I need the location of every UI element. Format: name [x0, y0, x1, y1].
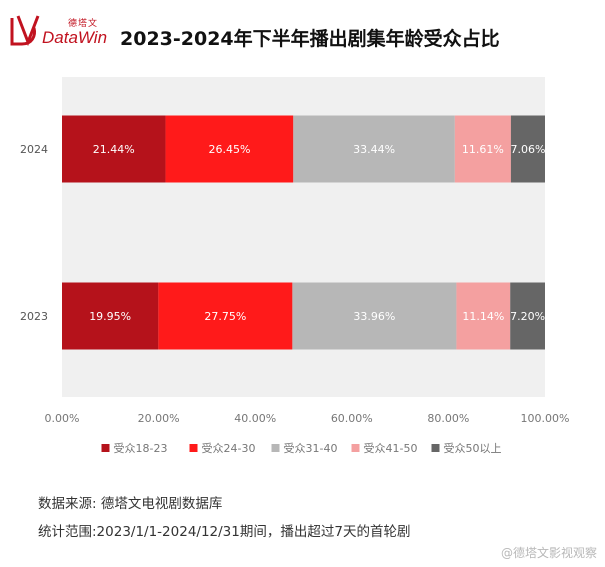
legend-item-受众24-30: 受众24-30 [189, 442, 256, 455]
legend-swatch [271, 444, 280, 452]
data-label-2024-受众24-30: 26.45% [208, 143, 250, 156]
legend-swatch [101, 444, 110, 452]
category-label-2023: 2023 [20, 310, 48, 323]
bar-segment-2023-受众41-50 [456, 282, 511, 350]
statistics-range-note: 统计范围:2023/1/1-2024/12/31期间，播出超过7天的首轮剧 [38, 524, 411, 540]
bar-segment-2023-受众24-30 [158, 282, 293, 350]
bar-segment-2024-受众41-50 [454, 115, 511, 183]
x-tick-label: 0.00% [45, 412, 80, 425]
x-tick-label: 20.00% [138, 412, 180, 425]
data-label-2023-受众24-30: 27.75% [204, 310, 246, 323]
bar-segment-2024-受众50以上 [510, 115, 545, 183]
data-label-2024-受众18-23: 21.44% [93, 143, 135, 156]
datawin-logo-icon [10, 15, 40, 47]
data-label-2023-受众31-40: 33.96% [353, 310, 395, 323]
data-label-2023-受众50以上: 7.20% [510, 310, 545, 323]
datawin-logo: 德塔文 DataWin [8, 10, 118, 50]
data-label-2023-受众41-50: 11.14% [462, 310, 504, 323]
x-tick-label: 80.00% [427, 412, 469, 425]
legend-label: 受众24-30 [202, 442, 256, 455]
category-label-2024: 2024 [20, 143, 48, 156]
data-label-2024-受众41-50: 11.61% [462, 143, 504, 156]
bar-segment-2024-受众24-30 [165, 115, 294, 183]
legend-swatch [351, 444, 360, 452]
x-tick-label: 60.00% [331, 412, 373, 425]
data-label-2024-受众31-40: 33.44% [353, 143, 395, 156]
stacked-bar-chart: 21.44% 26.45% 33.44% 11.61% 7.06% 19.95% 27.75… [20, 77, 570, 455]
chart-title: 2023-2024年下半年播出剧集年龄受众占比 [120, 28, 500, 50]
bar-segment-2023-受众18-23 [62, 282, 159, 350]
logo-chinese-text: 德塔文 [68, 19, 99, 29]
data-label-2024-受众50以上: 7.06% [510, 143, 545, 156]
x-tick-label: 40.00% [234, 412, 276, 425]
data-label-2023-受众18-23: 19.95% [89, 310, 131, 323]
bar-segment-2024-受众31-40 [293, 115, 455, 183]
bar-segment-2023-受众31-40 [292, 282, 457, 350]
legend-item-受众18-23: 受众18-23 [101, 442, 168, 455]
weibo-watermark: @德塔文影视观察 [500, 546, 597, 560]
legend-swatch [431, 444, 440, 452]
legend-item-受众50以上: 受众50以上 [431, 442, 502, 455]
x-tick-label: 100.00% [521, 412, 570, 425]
legend-swatch [189, 444, 198, 452]
bar-segment-2023-受众50以上 [510, 282, 545, 350]
legend-label: 受众50以上 [444, 442, 502, 455]
logo-english-text: DataWin [42, 28, 108, 47]
bar-segment-2024-受众18-23 [62, 115, 166, 183]
data-source-note: 数据来源: 德塔文电视剧数据库 [38, 496, 223, 512]
legend-item-受众31-40: 受众31-40 [271, 442, 338, 455]
legend-label: 受众41-50 [364, 442, 418, 455]
legend-label: 受众18-23 [114, 442, 168, 455]
legend-label: 受众31-40 [284, 442, 338, 455]
legend-item-受众41-50: 受众41-50 [351, 442, 418, 455]
